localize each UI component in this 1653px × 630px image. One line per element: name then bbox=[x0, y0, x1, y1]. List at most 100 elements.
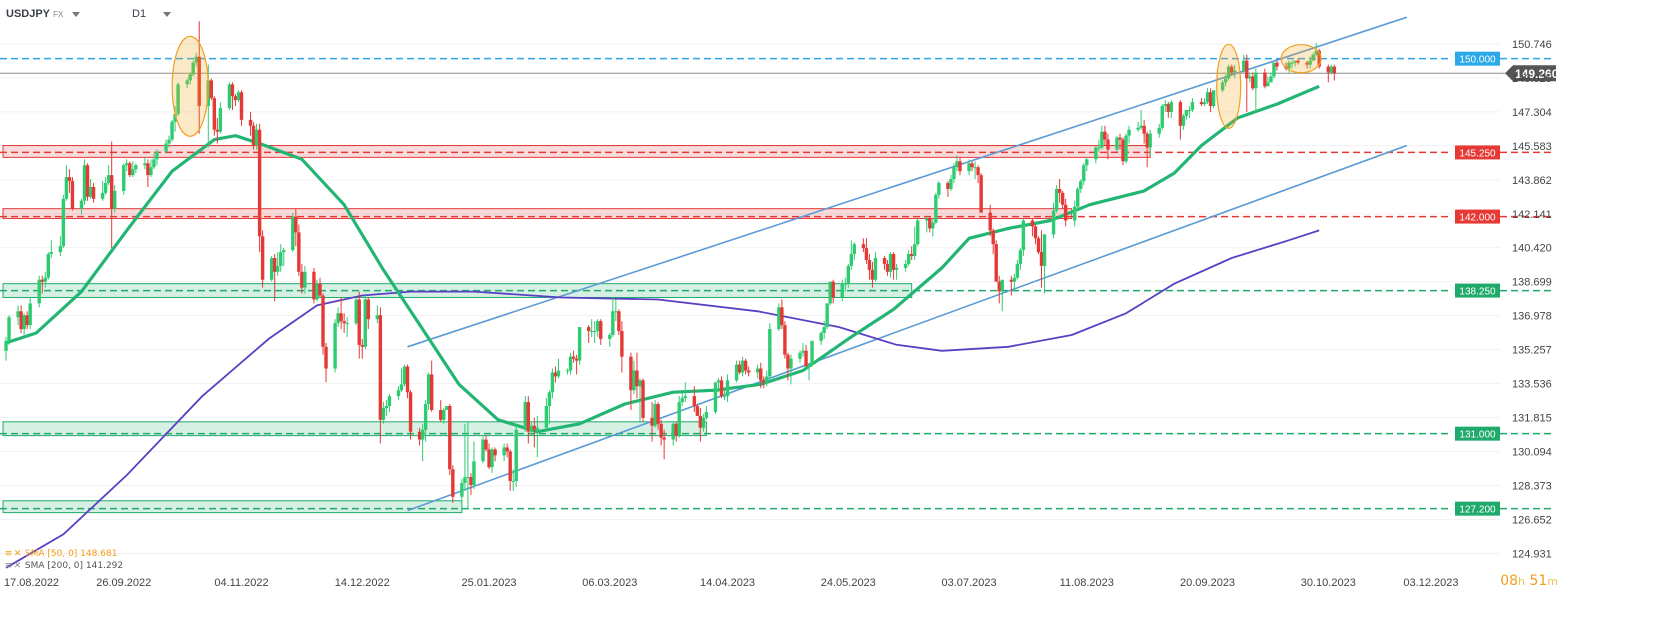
y-tick-label: 140.420 bbox=[1512, 243, 1552, 255]
candle-body bbox=[58, 246, 63, 253]
candle-body bbox=[888, 254, 893, 272]
candle-body bbox=[279, 252, 283, 266]
candle-body bbox=[547, 392, 552, 407]
candle-body bbox=[405, 366, 410, 393]
candle-body bbox=[1136, 127, 1140, 130]
candle-body bbox=[1073, 206, 1077, 221]
candle-body bbox=[1269, 76, 1273, 83]
candle-body bbox=[40, 279, 44, 282]
candle-body bbox=[593, 331, 597, 333]
candle-body bbox=[861, 244, 866, 249]
x-tick-label: 26.09.2022 bbox=[96, 577, 151, 589]
candle-body bbox=[1220, 82, 1225, 91]
candle-body bbox=[16, 311, 20, 318]
candle-body bbox=[378, 315, 383, 420]
candle-body bbox=[692, 396, 697, 407]
candle-body bbox=[635, 370, 639, 387]
legend-sma50[interactable]: ≡✕ SMA [50, 0] 148.681 bbox=[4, 549, 118, 559]
candle-body bbox=[617, 311, 621, 332]
candle-body bbox=[586, 327, 591, 332]
x-tick-label: 06.03.2023 bbox=[582, 577, 637, 589]
candle-body bbox=[49, 252, 54, 255]
candle-body bbox=[532, 425, 537, 430]
candle-body bbox=[1012, 277, 1017, 282]
candle-body bbox=[408, 392, 413, 432]
candle-body bbox=[906, 254, 911, 264]
candle-body bbox=[1314, 50, 1318, 55]
candle-body bbox=[1226, 66, 1231, 79]
candle-body bbox=[638, 380, 642, 387]
candle-body bbox=[952, 167, 956, 180]
legend-label: SMA bbox=[24, 549, 45, 559]
candle-body bbox=[1311, 54, 1315, 61]
highlight-ellipse bbox=[1280, 44, 1322, 74]
candle-body bbox=[713, 382, 718, 412]
candle-body bbox=[176, 84, 180, 114]
candle-body bbox=[1097, 147, 1101, 149]
candle-body bbox=[502, 447, 506, 456]
legend-sma200[interactable]: ≡✕ SMA [200, 0] 141.292 bbox=[4, 561, 123, 571]
candle-body bbox=[472, 461, 476, 485]
candle-body bbox=[442, 409, 446, 420]
candle-body bbox=[1317, 50, 1321, 67]
candle-body bbox=[1296, 60, 1300, 63]
timeframe-selector[interactable]: D1 bbox=[132, 8, 172, 20]
candle-body bbox=[967, 163, 971, 172]
candle-body bbox=[553, 372, 558, 377]
candle-body bbox=[170, 121, 174, 140]
candle-body bbox=[864, 248, 869, 260]
current-price-tag bbox=[1505, 65, 1556, 82]
symbol-selector[interactable]: USDJPY FX bbox=[6, 8, 81, 20]
candle-body bbox=[218, 108, 223, 132]
candle-body bbox=[1148, 133, 1152, 148]
candle-body bbox=[342, 321, 346, 324]
candle-body bbox=[227, 84, 232, 109]
candle-body bbox=[131, 169, 135, 176]
candle-body bbox=[991, 230, 995, 245]
candle-body bbox=[1039, 252, 1044, 266]
close-icon[interactable]: ✕ bbox=[13, 549, 22, 559]
highlight-ellipse bbox=[171, 35, 209, 137]
candle-body bbox=[1308, 60, 1312, 65]
candle-body bbox=[88, 186, 93, 197]
y-tick-label: 149.025 bbox=[1512, 73, 1552, 85]
candle-body bbox=[789, 358, 793, 369]
candle-body bbox=[230, 84, 235, 97]
x-tick-label: 04.11.2022 bbox=[214, 577, 268, 589]
candle-body bbox=[212, 98, 217, 130]
candle-body bbox=[1329, 66, 1334, 73]
countdown-hours: 08 bbox=[1500, 573, 1519, 589]
candle-body bbox=[439, 409, 443, 420]
candle-body bbox=[934, 194, 938, 223]
y-tick-label: 138.699 bbox=[1512, 277, 1552, 289]
candle-body bbox=[375, 315, 380, 320]
close-icon[interactable]: ✕ bbox=[13, 561, 22, 571]
candle-body bbox=[1272, 62, 1276, 77]
candle-body bbox=[481, 439, 485, 462]
candle-body bbox=[976, 167, 980, 176]
candle-body bbox=[103, 183, 108, 193]
candle-body bbox=[125, 163, 129, 166]
candle-body bbox=[276, 265, 280, 272]
legend-params: [200, 0] bbox=[47, 561, 84, 571]
candle-body bbox=[786, 354, 790, 369]
menu-icon[interactable]: ≡ bbox=[4, 549, 13, 559]
menu-icon[interactable]: ≡ bbox=[4, 561, 13, 571]
candle-body bbox=[632, 370, 636, 391]
candle-body bbox=[608, 334, 612, 339]
candle-body bbox=[260, 236, 265, 280]
candle-body bbox=[1057, 188, 1062, 193]
candle-body bbox=[354, 299, 358, 324]
candle-body bbox=[46, 254, 50, 278]
candle-body bbox=[233, 96, 238, 101]
candle-body bbox=[677, 402, 681, 436]
candle-body bbox=[725, 380, 730, 397]
y-tick-label: 133.536 bbox=[1512, 379, 1552, 391]
candle-body bbox=[1106, 139, 1110, 150]
candle-body bbox=[122, 165, 126, 191]
candle-body bbox=[1124, 135, 1128, 162]
candle-body bbox=[870, 269, 875, 280]
candle-body bbox=[629, 356, 633, 391]
candle-body bbox=[64, 177, 69, 199]
